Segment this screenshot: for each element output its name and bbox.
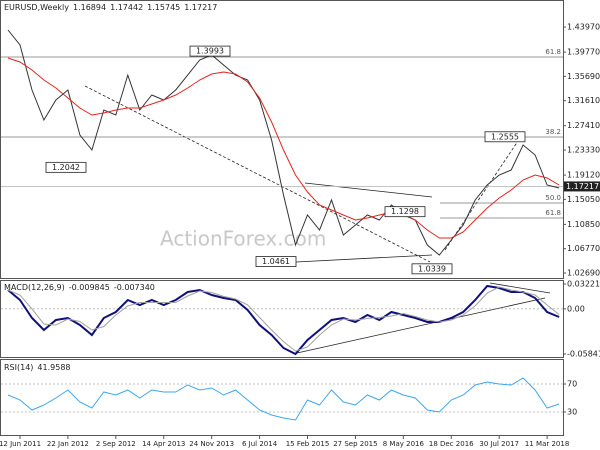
y-tick-label: 1.23330	[567, 146, 600, 155]
readout-value: 1.17217	[184, 3, 217, 12]
y-tick-label: 0.032215	[567, 280, 600, 289]
series-line	[7, 29, 560, 256]
y-tick-label: 1.02690	[567, 268, 600, 277]
y-tick-label: 70	[567, 380, 577, 389]
fib-label: 50.0	[545, 194, 561, 202]
triangle-line	[304, 182, 433, 198]
readout-value: -0.007340	[114, 283, 155, 292]
x-tick-label: 2 Sep 2012	[96, 440, 136, 448]
panel-title: MACD(12,26,9) -0.009845 -0.007340	[4, 283, 155, 292]
readout-value: -0.009845	[69, 283, 110, 292]
fib-label: 61.8	[545, 48, 561, 56]
x-tick-label: 11 Mar 2018	[525, 440, 569, 448]
annotation-box	[255, 256, 297, 267]
y-tick-label: 1.06770	[567, 244, 600, 253]
annotation-label: 1.1298	[391, 207, 419, 216]
panel-title-text: RSI(14)	[4, 363, 33, 372]
readout-value: 41.9588	[37, 363, 70, 372]
annotation-label: 1.2042	[52, 163, 80, 172]
x-tick-label: 14 Apr 2013	[142, 440, 185, 448]
x-tick-label: 12 Jun 2011	[0, 440, 41, 448]
series-line	[7, 57, 560, 239]
y-tick-label: 1.31610	[567, 96, 600, 105]
panel-title-text: MACD(12,26,9)	[4, 283, 65, 292]
price-panel	[0, 0, 564, 279]
triangle-line	[295, 254, 433, 263]
x-tick-label: 8 May 2016	[383, 440, 425, 448]
macd-panel	[0, 280, 564, 358]
x-tick-label: 30 Jul 2017	[479, 440, 519, 448]
annotation-box	[484, 131, 526, 143]
y-tick-label: 0.00	[567, 304, 585, 313]
y-tick-label: -0.058413	[567, 350, 600, 359]
x-tick-label: 24 Nov 2013	[189, 440, 234, 448]
x-tick-label: 22 Jan 2012	[47, 440, 89, 448]
macd-trend-line	[296, 297, 546, 354]
fib-label: 61.8	[545, 209, 561, 217]
y-tick-label: 1.35690	[567, 72, 600, 81]
series-line	[7, 377, 560, 421]
macd-trend-line	[489, 282, 551, 294]
panel-title-text: EURUSD,Weekly	[4, 3, 69, 12]
x-tick-label: 27 Sep 2015	[333, 440, 377, 448]
last-price-label: 1.17217	[566, 182, 599, 191]
last-price-box	[564, 181, 600, 192]
panel-title: EURUSD,Weekly 1.16894 1.17442 1.15745 1.1721…	[4, 3, 217, 12]
annotation-box	[189, 45, 231, 57]
annotation-box	[45, 161, 87, 173]
annotation-label: 1.0339	[418, 264, 446, 273]
annotation-label: 1.2555	[491, 132, 519, 141]
y-tick-label: 30	[567, 408, 577, 417]
annotation-label: 1.3993	[196, 47, 224, 56]
y-tick-label: 1.27410	[567, 121, 600, 130]
y-tick-label: 1.39770	[567, 48, 600, 57]
annotation-box	[384, 206, 426, 218]
series-line	[7, 286, 560, 352]
trend-line	[84, 85, 431, 263]
y-tick-label: 1.19120	[567, 171, 600, 180]
annotation-box	[411, 263, 453, 275]
x-tick-label: 18 Dec 2016	[429, 440, 474, 448]
panel-title: RSI(14) 41.9588	[4, 363, 71, 372]
x-tick-label: 6 Jul 2014	[242, 440, 278, 448]
trend-line	[444, 134, 523, 251]
series-line	[7, 284, 560, 356]
y-tick-label: 1.43970	[567, 23, 600, 32]
fib-label: 38.2	[545, 128, 561, 136]
readout-value: 1.16894	[73, 3, 106, 12]
annotation-label: 1.0461	[262, 257, 290, 266]
y-tick-label: 1.15050	[567, 195, 600, 204]
readout-value: 1.17442	[110, 3, 143, 12]
readout-value: 1.15745	[147, 3, 180, 12]
rsi-panel	[0, 359, 564, 436]
y-tick-label: 1.10850	[567, 220, 600, 229]
x-tick-label: 15 Feb 2015	[286, 440, 330, 448]
